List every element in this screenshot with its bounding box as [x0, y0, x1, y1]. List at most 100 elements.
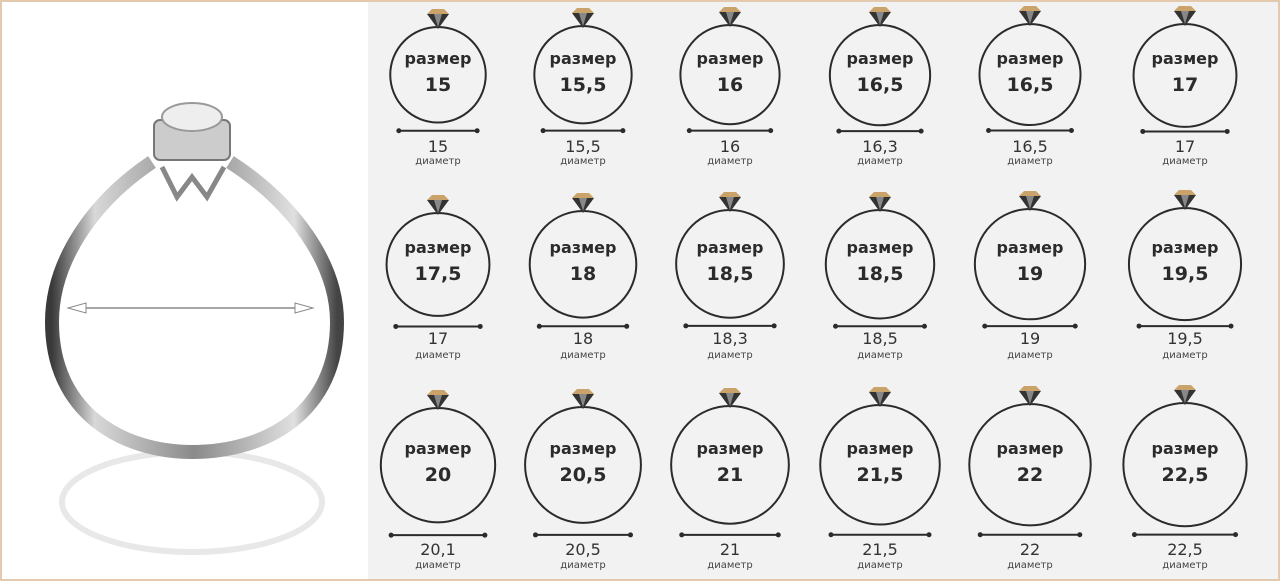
- size-value: 21: [716, 463, 744, 486]
- size-label: размер: [996, 48, 1064, 68]
- diameter-value: 21,5: [862, 539, 898, 559]
- diameter-value: 22: [1019, 539, 1041, 559]
- size-card: размер 17,5 17 диаметр: [363, 193, 513, 383]
- diameter-label: диаметр: [560, 559, 606, 571]
- ring-band: [44, 156, 345, 460]
- size-label: размер: [846, 48, 914, 68]
- diameter-value: 18,3: [712, 328, 748, 348]
- diameter-label: диаметр: [415, 156, 461, 167]
- diamond-ring-icon: [1017, 190, 1043, 211]
- ring-gem: [161, 102, 223, 132]
- diameter-label: диаметр: [560, 349, 606, 361]
- size-card: размер 16,5 16,3 диаметр: [805, 5, 955, 195]
- size-card: размер 22,5 22,5 диаметр: [1110, 383, 1260, 573]
- diameter-value: 17: [1174, 136, 1196, 156]
- size-card: размер 16,5 16,5 диаметр: [955, 4, 1105, 194]
- size-value: 22: [1016, 463, 1044, 486]
- diameter-label: диаметр: [560, 155, 606, 167]
- diamond-ring-icon: [1172, 189, 1198, 210]
- size-card: размер 22 22 диаметр: [955, 384, 1105, 574]
- diameter-value: 16,5: [1012, 136, 1048, 156]
- size-value: 17,5: [414, 262, 462, 285]
- diameter-label: диаметр: [707, 349, 753, 361]
- diameter-label: диаметр: [415, 559, 461, 571]
- size-label: размер: [549, 48, 617, 68]
- diamond-ring-icon: [1172, 5, 1198, 26]
- ring-illustration: [44, 102, 345, 555]
- diamond-ring-icon: [1017, 6, 1043, 27]
- diamond-ring-icon: [425, 9, 451, 30]
- diameter-label: диаметр: [857, 559, 903, 571]
- size-value: 19,5: [1161, 262, 1209, 285]
- size-label: размер: [1151, 439, 1219, 458]
- size-label: размер: [404, 438, 472, 458]
- diamond-ring-icon: [867, 6, 893, 27]
- size-label: размер: [1151, 48, 1219, 68]
- size-value: 17: [1171, 73, 1199, 96]
- diameter-value: 20,5: [565, 539, 601, 559]
- diameter-value: 18,5: [862, 328, 898, 348]
- size-label: размер: [846, 237, 914, 257]
- size-card: размер 16 16 диаметр: [655, 5, 805, 195]
- diameter-label: диаметр: [1007, 155, 1053, 167]
- size-card: размер 17 17 диаметр: [1110, 4, 1260, 194]
- diamond-ring-icon: [1172, 385, 1198, 406]
- size-card: размер 18 18 диаметр: [508, 191, 658, 381]
- diamond-ring-icon: [570, 389, 596, 410]
- diameter-label: диаметр: [1007, 559, 1053, 571]
- diameter-value: 19,5: [1167, 328, 1203, 348]
- size-card: размер 21 21 диаметр: [655, 386, 805, 576]
- size-card: размер 19,5 19,5 диаметр: [1110, 188, 1260, 378]
- size-label: размер: [996, 438, 1064, 458]
- diamond-ring-icon: [717, 388, 743, 409]
- size-value: 22,5: [1161, 464, 1209, 486]
- size-value: 19: [1016, 262, 1044, 285]
- size-value: 16: [716, 73, 744, 96]
- size-label: размер: [696, 48, 764, 68]
- size-label: размер: [549, 438, 617, 458]
- size-value: 21,5: [856, 463, 904, 486]
- diamond-ring-icon: [717, 192, 743, 213]
- size-card: размер 20 20,1 диаметр: [363, 388, 513, 578]
- ring-reflection: [59, 449, 325, 555]
- diameter-value: 16: [719, 136, 741, 156]
- diameter-value: 17: [427, 328, 449, 348]
- diamond-ring-icon: [425, 389, 451, 410]
- diamond-ring-icon: [570, 192, 596, 213]
- size-value: 20,5: [559, 463, 607, 486]
- diameter-value: 16,3: [862, 136, 898, 156]
- size-card: размер 20,5 20,5 диаметр: [508, 387, 658, 577]
- size-value: 16,5: [1006, 73, 1054, 96]
- diameter-label: диаметр: [1162, 560, 1208, 571]
- size-value: 18,5: [856, 262, 904, 285]
- size-label: размер: [846, 438, 914, 458]
- size-label: размер: [696, 438, 764, 458]
- diamond-ring-icon: [717, 7, 743, 28]
- diameter-value: 21: [719, 539, 741, 559]
- size-label: размер: [549, 237, 617, 257]
- size-card: размер 18,5 18,3 диаметр: [655, 190, 805, 380]
- diameter-value: 18: [572, 328, 594, 348]
- diameter-label: диаметр: [707, 155, 753, 167]
- size-label: размер: [1151, 237, 1219, 257]
- diameter-value: 20,1: [420, 539, 456, 559]
- diamond-ring-icon: [570, 8, 596, 29]
- diameter-label: диаметр: [857, 155, 903, 167]
- diamond-ring-icon: [867, 387, 893, 408]
- size-card: размер 21,5 21,5 диаметр: [805, 385, 955, 575]
- size-card: размер 18,5 18,5 диаметр: [805, 190, 955, 380]
- diameter-value: 19: [1019, 328, 1041, 348]
- diamond-ring-icon: [1017, 386, 1043, 407]
- diamond-ring-icon: [867, 191, 893, 212]
- diameter-value: 15,5: [565, 136, 601, 156]
- size-label: размер: [696, 237, 764, 257]
- ring-photo: [2, 2, 368, 579]
- diamond-ring-icon: [425, 194, 451, 215]
- size-label: размер: [404, 49, 472, 68]
- diameter-label: диаметр: [1007, 349, 1053, 361]
- diameter-label: диаметр: [1162, 155, 1208, 167]
- size-card: размер 15,5 15,5 диаметр: [508, 6, 658, 196]
- size-value: 20: [424, 463, 452, 486]
- size-card: размер 15 15 диаметр: [363, 7, 513, 197]
- size-label: размер: [404, 237, 472, 257]
